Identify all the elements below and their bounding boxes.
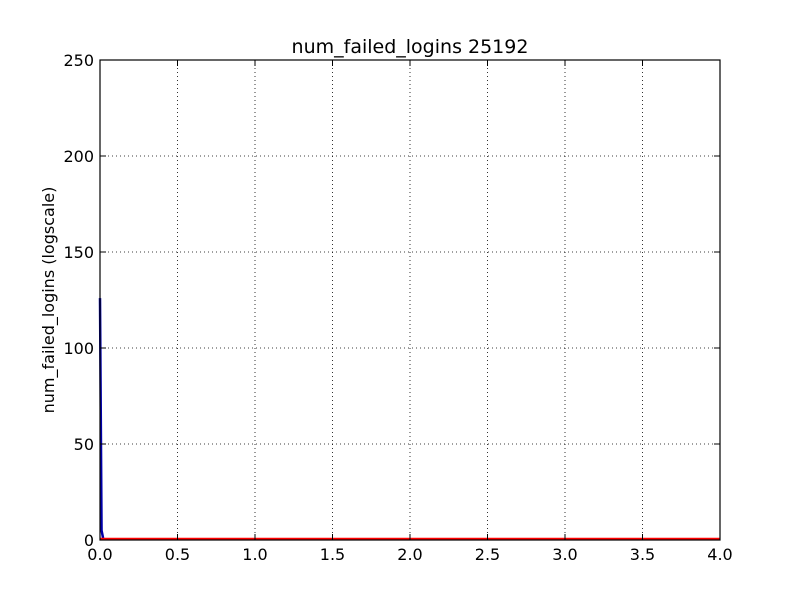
x-tick-label: 3.5 — [630, 545, 655, 564]
y-axis-label: num_failed_logins (logscale) — [39, 187, 59, 414]
x-tick-label: 0.5 — [165, 545, 190, 564]
x-tick-label: 2.0 — [397, 545, 422, 564]
x-tick-label: 2.5 — [475, 545, 500, 564]
x-tick-label: 4.0 — [707, 545, 732, 564]
x-tick-label: 1.5 — [320, 545, 345, 564]
y-tick-label: 50 — [74, 435, 94, 454]
chart-title: num_failed_logins 25192 — [292, 36, 529, 58]
x-tick-label: 3.0 — [552, 545, 577, 564]
grid — [99, 59, 721, 541]
y-tick-label: 100 — [63, 339, 94, 358]
ticks: 0.0 0.5 1.0 1.5 2.0 2.5 3.0 3.5 4.0 0 50 100 150 200 2… — [63, 51, 732, 564]
x-tick-label: 1.0 — [242, 545, 267, 564]
x-tick-label: 0.0 — [87, 545, 112, 564]
y-tick-label: 200 — [63, 147, 94, 166]
y-tick-label: 150 — [63, 243, 94, 262]
y-tick-label: 0 — [84, 531, 94, 550]
y-tick-label: 250 — [63, 51, 94, 70]
